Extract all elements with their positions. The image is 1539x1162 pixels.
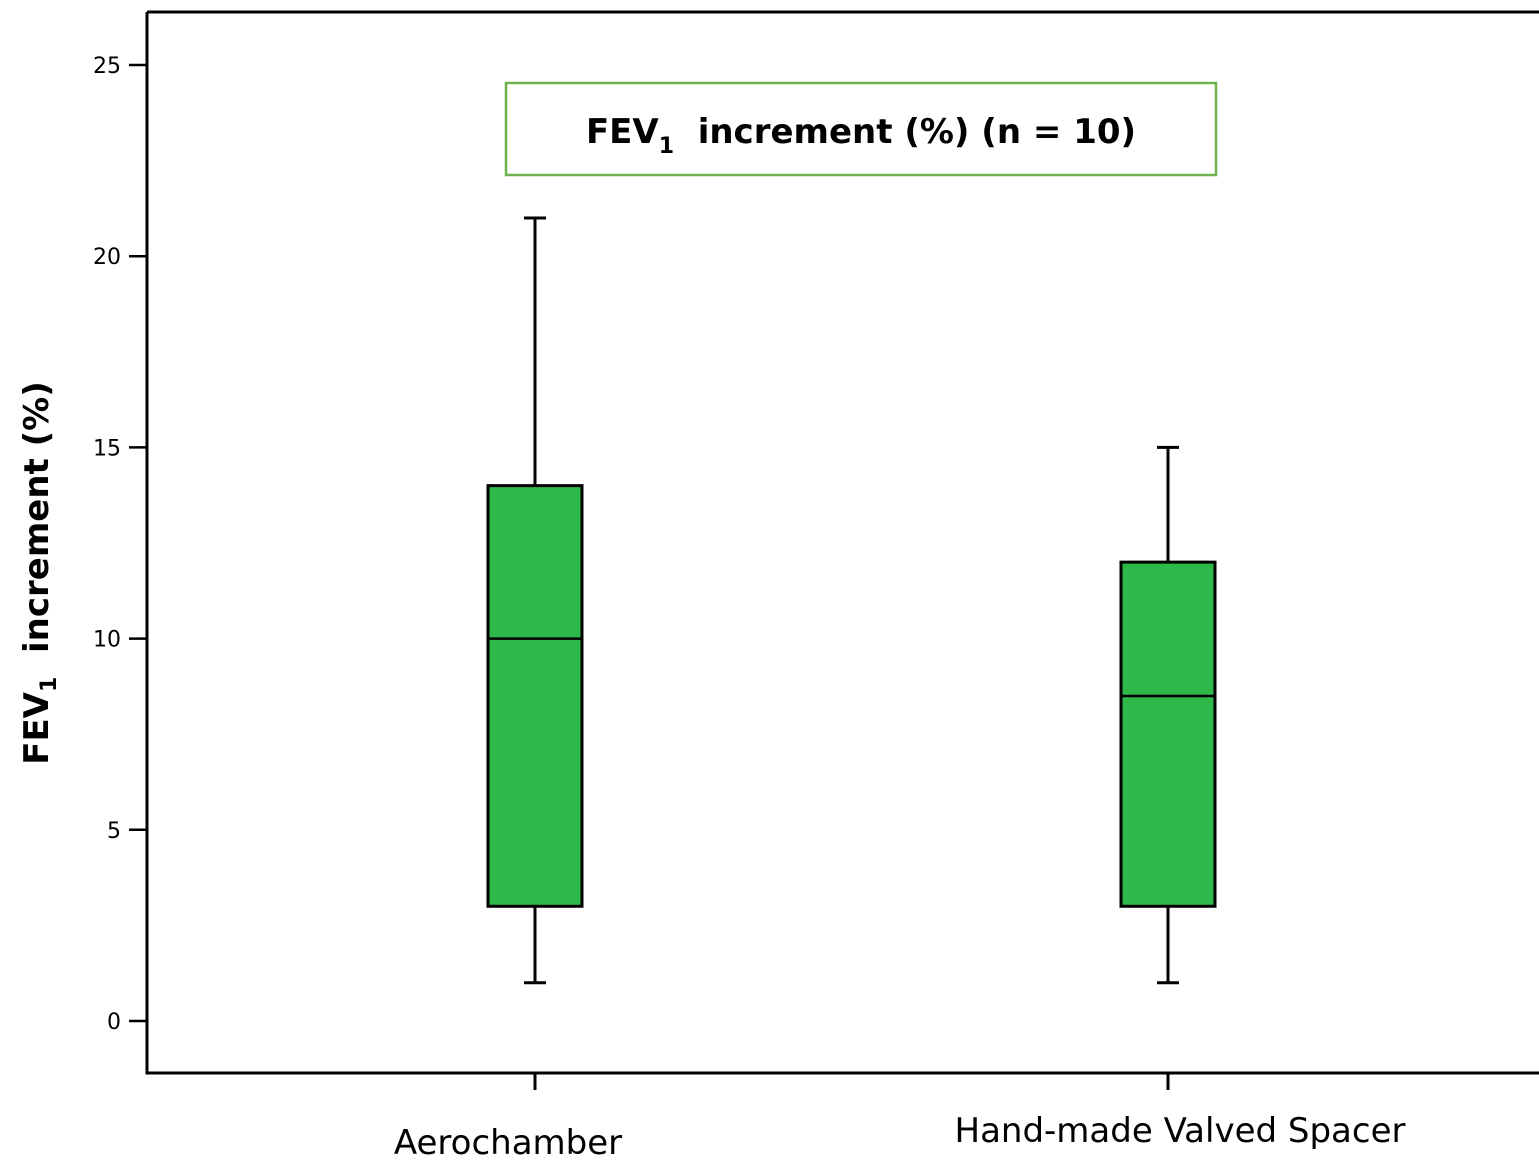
box-iqr [486, 484, 584, 908]
y-axis: 0 5 10 15 20 25 [93, 54, 147, 1035]
y-axis-label-prefix: FEV [17, 691, 57, 764]
chart-title-prefix: FEV [586, 112, 659, 152]
y-tick-label-0: 0 [107, 1010, 121, 1035]
chart-title-suffix: increment (%) (n = 10) [674, 112, 1136, 152]
box-series [486, 216, 1217, 985]
category-label-aerochamber: Aerochamber [394, 1123, 622, 1162]
y-tick-label-5: 5 [107, 819, 121, 844]
title-box [504, 81, 1218, 177]
y-axis-label-suffix: increment (%) [17, 381, 57, 676]
y-axis-label: FEV1 increment (%) [17, 381, 62, 765]
category-label-hand-made-valved-spacer: Hand-made Valved Spacer [955, 1111, 1406, 1151]
box-iqr [1119, 560, 1217, 908]
y-tick-label-10: 10 [93, 628, 121, 653]
box-hand-made-valved-spacer [1119, 445, 1217, 985]
y-axis-label-subscript: 1 [37, 677, 62, 692]
y-tick-label-15: 15 [93, 436, 121, 461]
plot-frame [145, 10, 1539, 1075]
chart-title: FEV1 increment (%) (n = 10) [586, 112, 1136, 159]
y-tick-label-25: 25 [93, 54, 121, 79]
box-aerochamber [486, 216, 584, 985]
x-axis [533, 1073, 1170, 1090]
chart-title-subscript: 1 [659, 134, 674, 159]
y-tick-label-20: 20 [93, 245, 121, 270]
